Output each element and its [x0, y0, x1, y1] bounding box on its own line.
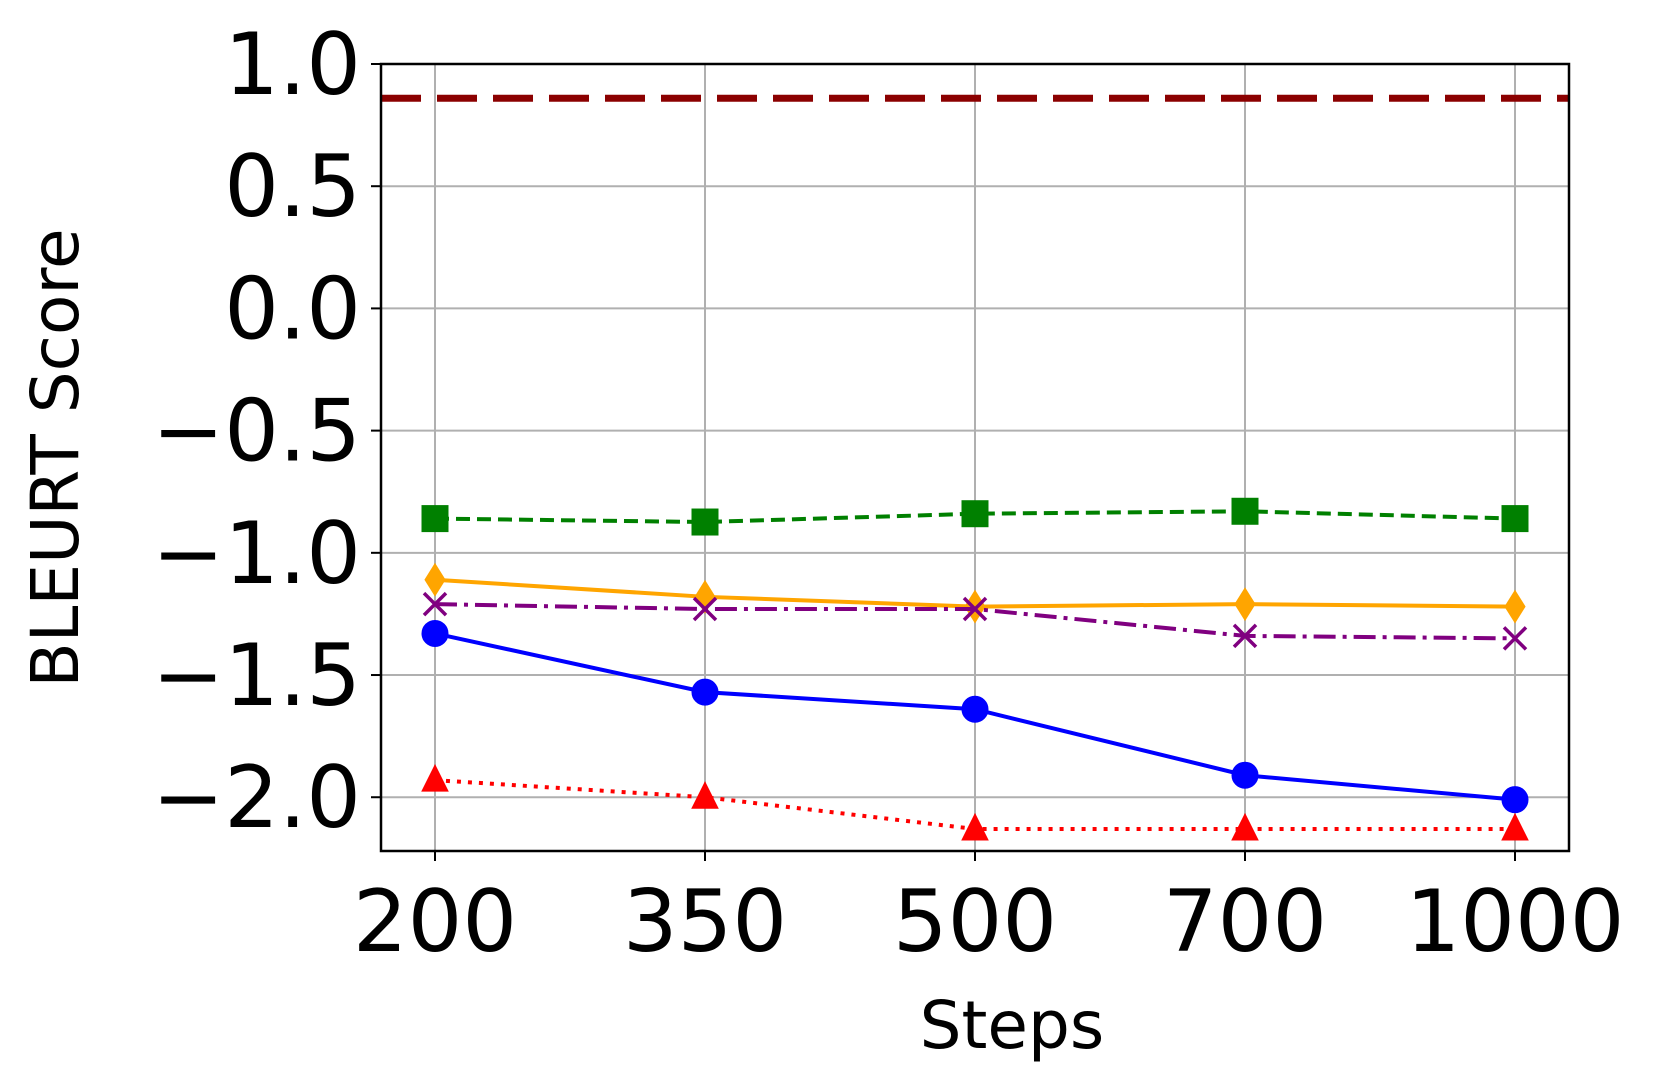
marker [1501, 812, 1529, 841]
marker [421, 505, 449, 533]
y-tick-label: 0.0 [224, 259, 361, 359]
x-tick-label: 500 [893, 872, 1057, 972]
marker [1501, 786, 1529, 814]
marker [961, 500, 989, 528]
y-tick-label: −1.5 [152, 626, 361, 726]
marker [1501, 505, 1529, 533]
marker [421, 764, 449, 792]
marker [424, 562, 446, 597]
marker [422, 591, 448, 617]
y-tick-label: −0.5 [152, 382, 361, 482]
marker [691, 678, 719, 706]
plot-frame [379, 62, 1571, 853]
marker [691, 508, 719, 536]
y-tick-label: −2.0 [152, 748, 361, 848]
marker [1234, 587, 1256, 622]
x-axis-label: Steps [920, 987, 1105, 1064]
marker [692, 596, 718, 622]
x-tick-label: 350 [623, 872, 787, 972]
marker [1231, 761, 1259, 789]
x-tick-label: 700 [1163, 872, 1327, 972]
y-tick-label: 0.5 [224, 137, 361, 237]
marker [421, 619, 449, 647]
x-tick-label: 1000 [1406, 872, 1625, 972]
y-tick-label: −1.0 [152, 504, 361, 604]
marker [961, 695, 989, 723]
marker [1502, 626, 1528, 651]
marker [1504, 589, 1526, 624]
x-tick-label: 200 [353, 872, 517, 972]
marker [1232, 623, 1258, 649]
y-axis-label: BLEURT Score [17, 228, 94, 687]
marker [961, 812, 989, 841]
marker [962, 596, 988, 622]
marker [1231, 497, 1259, 525]
y-tick-label: 1.0 [224, 15, 361, 115]
marker [691, 781, 719, 809]
series-line [434, 509, 1516, 525]
marker [1231, 812, 1259, 841]
